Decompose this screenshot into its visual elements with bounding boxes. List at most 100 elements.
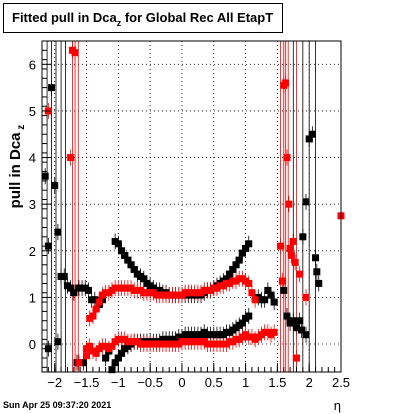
- red-data-point: [92, 305, 100, 313]
- x-tick-label: 0.5: [205, 375, 223, 390]
- black-data-point: [302, 331, 310, 339]
- y-tick-label: 2: [29, 244, 36, 259]
- x-tick-label: −2: [47, 375, 62, 390]
- x-tick-label: 0: [178, 375, 185, 390]
- black-data-point: [114, 240, 122, 248]
- red-data-point: [89, 312, 97, 320]
- black-data-point: [79, 359, 87, 367]
- y-axis-label: pull in Dca z: [7, 125, 27, 209]
- black-data-point: [226, 270, 234, 278]
- y-tick-label: 5: [29, 104, 36, 119]
- black-data-point: [235, 256, 243, 264]
- red-data-point: [286, 244, 294, 252]
- black-data-point: [242, 244, 250, 252]
- black-data-point: [232, 261, 240, 269]
- black-data-point: [140, 275, 148, 283]
- red-data-point: [75, 359, 83, 367]
- black-data-point: [308, 130, 316, 138]
- chart-title: Fitted pull in Dcaz for Global Rec All E…: [3, 3, 283, 33]
- x-tick-label: 2: [306, 375, 313, 390]
- black-data-point: [315, 279, 323, 287]
- black-data-point: [114, 354, 122, 362]
- black-data-point: [118, 247, 126, 255]
- x-tick-label: −0.5: [137, 375, 163, 390]
- red-data-point: [86, 342, 94, 350]
- x-axis: −2 −1.5 −1 −0.5 0 0.5 1 1.5 2 2.5: [41, 363, 350, 390]
- black-data-point: [102, 354, 110, 362]
- red-data-point: [285, 200, 293, 208]
- black-data-point: [289, 317, 297, 325]
- black-data-point: [54, 228, 62, 236]
- black-data-point: [292, 324, 300, 332]
- y-tick-label: 6: [29, 57, 36, 72]
- black-data-point: [111, 359, 119, 367]
- red-data-point: [95, 298, 103, 306]
- y-tick-label: 0: [29, 337, 36, 352]
- black-data-point: [70, 289, 78, 297]
- red-data-point: [289, 237, 297, 245]
- black-data-point: [264, 286, 272, 294]
- black-data-point: [283, 312, 291, 320]
- red-data-point: [270, 328, 278, 336]
- x-tick-label: −1.5: [74, 375, 100, 390]
- red-data-point: [287, 251, 295, 259]
- y-tick-label: 4: [29, 151, 36, 166]
- red-data-point: [67, 154, 75, 162]
- x-tick-label: −1: [111, 375, 126, 390]
- black-data-point: [44, 345, 52, 353]
- black-data-point: [267, 291, 275, 299]
- black-data-point: [44, 242, 52, 250]
- black-data-point: [60, 272, 68, 280]
- black-data-point: [270, 298, 278, 306]
- black-data-point: [130, 265, 138, 273]
- title-subscript: z: [116, 18, 122, 28]
- plot-frame: [41, 40, 342, 373]
- red-data-point: [278, 277, 286, 285]
- black-data-point: [121, 251, 129, 259]
- black-data-point: [305, 135, 313, 143]
- black-data-point: [261, 296, 269, 304]
- x-tick-label: 2.5: [332, 375, 350, 390]
- black-data-point: [245, 312, 253, 320]
- black-data-point: [41, 172, 49, 180]
- black-data-point: [245, 240, 253, 248]
- data-points: [41, 46, 345, 374]
- red-data-point: [71, 49, 79, 57]
- black-data-point: [298, 326, 306, 334]
- y-axis: 0 1 2 3 4 5 6: [29, 40, 51, 368]
- x-axis-label: η: [334, 398, 341, 413]
- y-axis-label-subscript: z: [16, 125, 27, 133]
- red-data-point: [108, 342, 116, 350]
- date-stamp: Sun Apr 25 09:37:20 2021: [3, 400, 112, 410]
- red-data-point: [251, 296, 259, 304]
- black-data-point: [67, 284, 75, 292]
- black-data-point: [48, 84, 56, 92]
- red-data-point: [83, 352, 91, 360]
- black-data-point: [51, 182, 59, 190]
- title-rest: for Global Rec All EtapT: [121, 10, 274, 25]
- red-data-point: [248, 289, 256, 297]
- y-tick-label: 1: [29, 290, 36, 305]
- black-data-point: [313, 268, 321, 276]
- black-data-point: [54, 338, 62, 346]
- x-tick-label: 1.5: [268, 375, 286, 390]
- black-data-point: [238, 319, 246, 327]
- red-data-point: [296, 270, 304, 278]
- black-data-point: [124, 256, 132, 264]
- black-data-point: [280, 286, 288, 294]
- red-data-point: [277, 242, 285, 250]
- black-data-point: [118, 349, 126, 357]
- black-data-point: [299, 233, 307, 241]
- black-data-point: [296, 317, 304, 325]
- black-data-point: [91, 296, 99, 304]
- black-data-point: [222, 275, 230, 283]
- black-data-point: [302, 198, 310, 206]
- red-data-point: [291, 258, 299, 266]
- black-data-point: [238, 249, 246, 257]
- x-tick-label: 1: [242, 375, 249, 390]
- black-data-point: [312, 254, 320, 262]
- red-data-point: [302, 293, 310, 301]
- red-data-point: [292, 354, 300, 362]
- red-data-point: [92, 349, 100, 357]
- y-tick-label: 3: [29, 197, 36, 212]
